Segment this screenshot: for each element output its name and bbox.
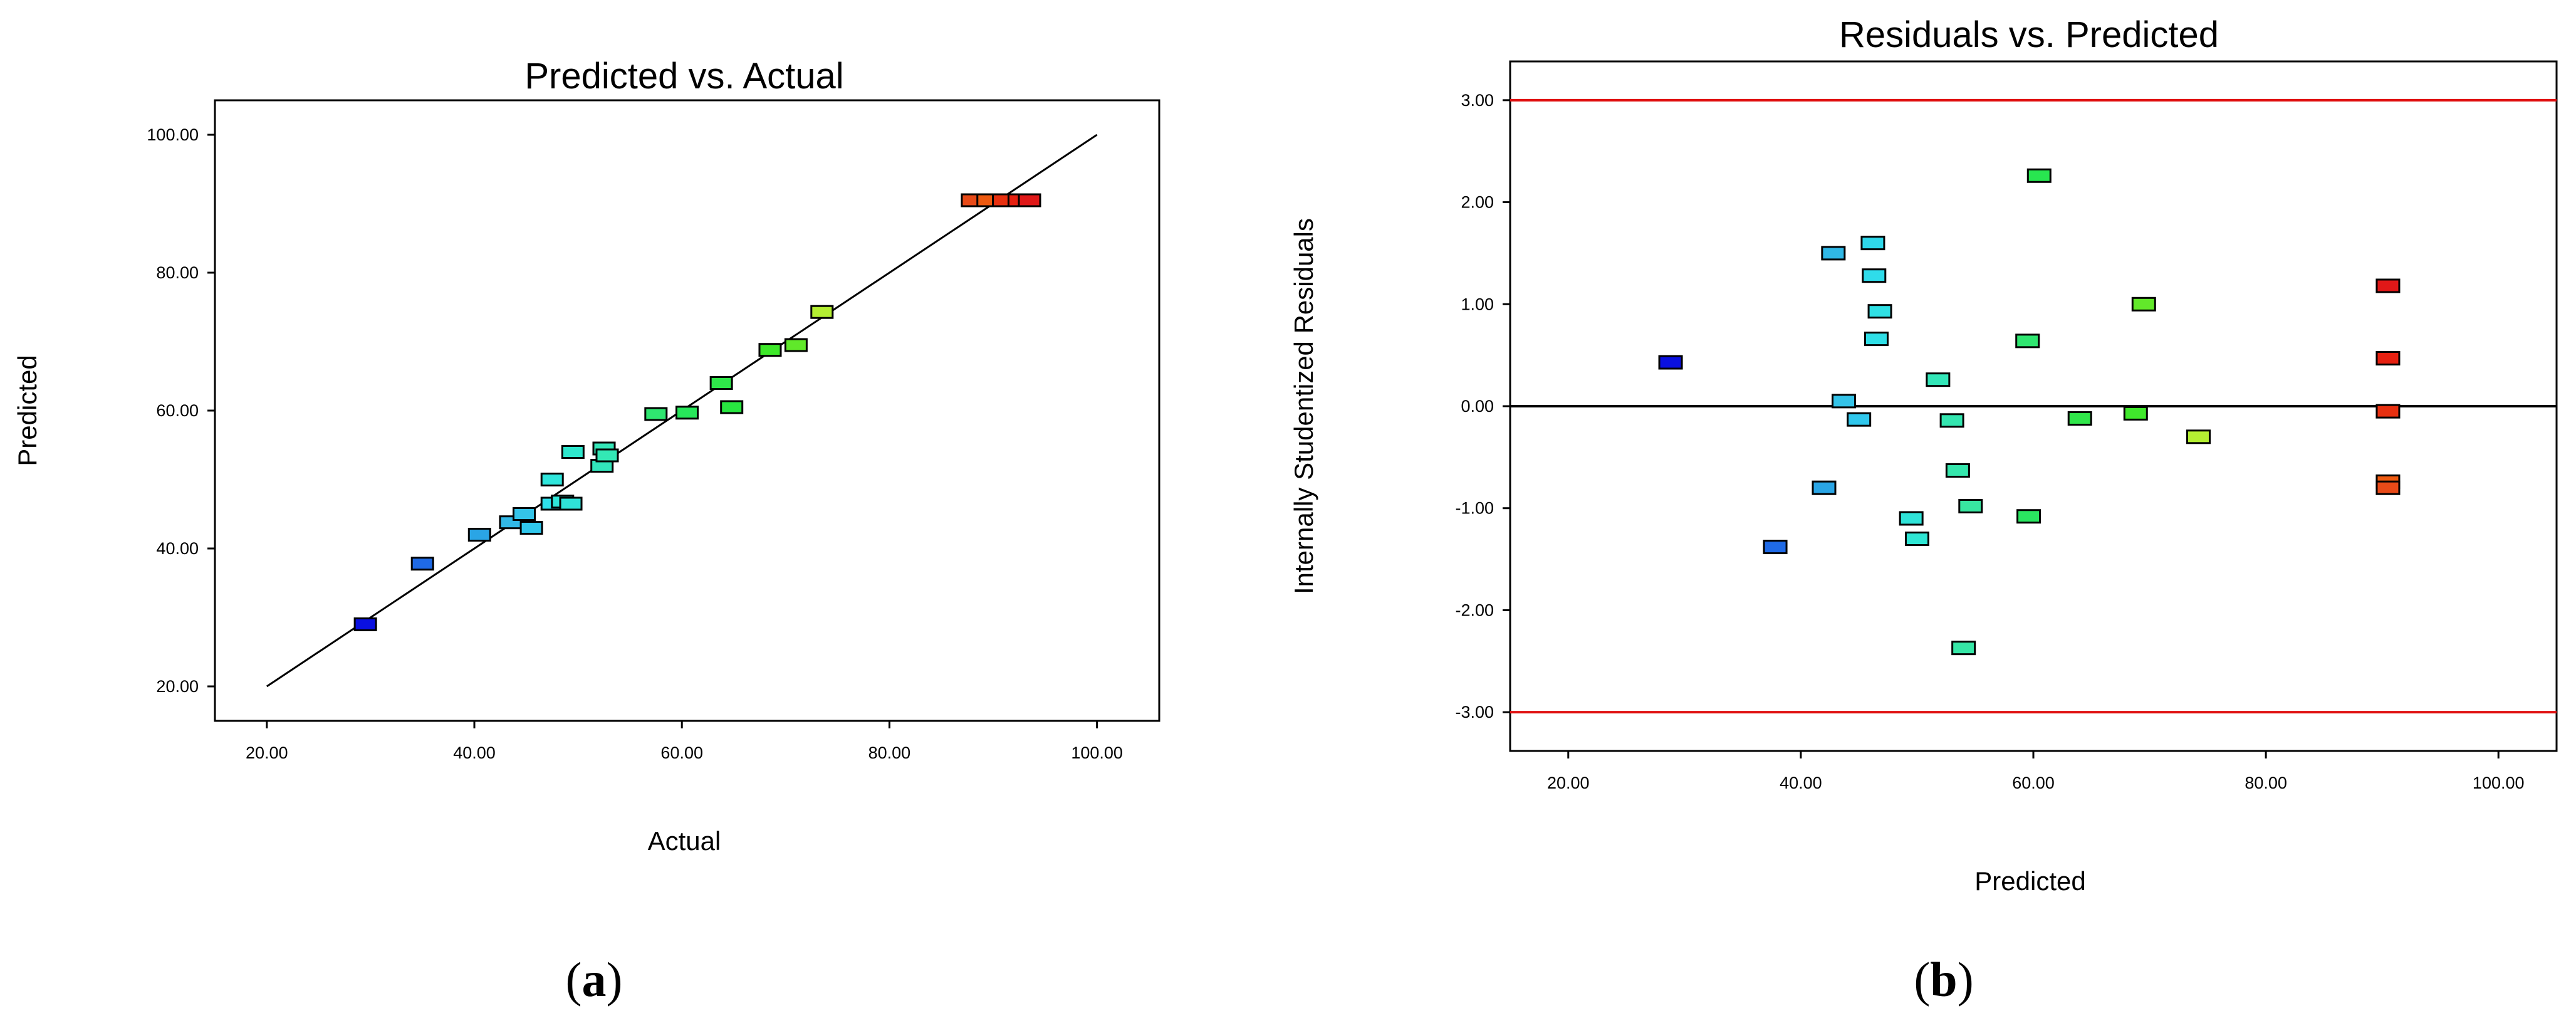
chart-b-y-axis-label: Internally Studentized Residuals — [1289, 218, 1318, 594]
chart-a-x-tick-label: 100.00 — [1071, 743, 1123, 762]
chart-b-x-axis-label: Predicted — [1974, 866, 2085, 896]
chart-b-data-point — [1812, 480, 1837, 495]
chart-a-data-point — [410, 557, 434, 571]
chart-a-x-tick-label: 20.00 — [246, 743, 288, 762]
predicted-vs-actual-chart: Predicted vs. Actual 20.00 40.00 60.00 80.0… — [13, 56, 1160, 1007]
chart-b-x-tick-label: 80.00 — [2245, 774, 2287, 792]
chart-a-y-tick-label: 20.00 — [156, 677, 199, 696]
chart-b-data-point — [2067, 411, 2092, 426]
chart-b-x-tick-label: 40.00 — [1780, 774, 1822, 792]
chart-a-y-axis-label: Predicted — [13, 355, 42, 466]
chart-b-data-point — [2375, 351, 2401, 366]
chart-a-points — [353, 193, 1041, 631]
chart-b-data-point — [1904, 532, 1929, 547]
panel-label-b: (b) — [1914, 952, 1973, 1007]
chart-b-y-tick-label: 2.00 — [1461, 193, 1494, 212]
chart-b-data-point — [1847, 412, 1872, 427]
chart-a-data-point — [513, 507, 536, 521]
chart-b-x-tick-label: 100.00 — [2473, 774, 2525, 792]
chart-b-data-point — [1951, 641, 1976, 656]
chart-a-data-point — [559, 496, 583, 511]
chart-a-data-point — [519, 521, 543, 535]
chart-b-data-point — [1763, 540, 1788, 555]
chart-b-data-point — [1658, 355, 1683, 370]
chart-a-ticks: 20.00 40.00 60.00 80.00 100.00 20.00 40.00 60.0… — [147, 125, 1123, 762]
chart-a-data-point — [758, 343, 782, 357]
chart-b-data-point — [2131, 296, 2156, 312]
panel-label-a: (a) — [566, 952, 623, 1007]
chart-b-data-point — [2375, 404, 2401, 419]
chart-b-data-point — [2015, 333, 2040, 349]
chart-b-data-point — [1864, 332, 1889, 347]
chart-b-data-point — [2026, 168, 2052, 183]
chart-b-data-point — [2375, 480, 2401, 495]
chart-b-data-point — [2186, 429, 2211, 444]
chart-a-y-tick-label: 40.00 — [156, 539, 199, 558]
chart-b-data-point — [1899, 511, 1924, 526]
chart-b-data-point — [2016, 509, 2042, 524]
chart-a-data-point — [1018, 193, 1041, 207]
chart-b-data-point — [2123, 406, 2148, 421]
chart-b-data-point — [1958, 498, 1983, 513]
chart-b-y-tick-label: -1.00 — [1455, 499, 1494, 518]
chart-b-points — [1658, 168, 2401, 656]
chart-b-title: Residuals vs. Predicted — [1839, 14, 2219, 55]
chart-b-data-point — [1832, 394, 1857, 409]
chart-a-x-tick-label: 80.00 — [868, 743, 911, 762]
chart-a-y-tick-label: 100.00 — [147, 125, 199, 144]
residuals-vs-predicted-chart: Residuals vs. Predicted 20.00 40.00 60.00 8… — [1289, 14, 2558, 1007]
chart-a-data-point — [561, 445, 585, 459]
chart-b-y-tick-label: 3.00 — [1461, 91, 1494, 110]
chart-b-data-point — [1945, 463, 1970, 478]
chart-a-data-point — [810, 305, 834, 319]
chart-a-x-tick-label: 40.00 — [453, 743, 496, 762]
chart-b-x-tick-label: 20.00 — [1547, 774, 1590, 792]
chart-b-data-point — [1821, 246, 1846, 261]
chart-b-y-tick-label: -2.00 — [1455, 601, 1494, 619]
chart-a-data-point — [720, 400, 744, 414]
chart-a-data-point — [709, 376, 733, 390]
chart-b-data-point — [1939, 413, 1964, 428]
chart-a-x-tick-label: 60.00 — [660, 743, 703, 762]
chart-a-data-point — [784, 338, 808, 352]
chart-b-data-point — [1862, 268, 1887, 283]
chart-a-data-point — [540, 473, 564, 486]
chart-b-data-point — [1926, 372, 1951, 387]
chart-a-x-axis-label: Actual — [648, 826, 721, 856]
chart-a-y-tick-label: 80.00 — [156, 263, 199, 282]
chart-b-x-tick-label: 60.00 — [2012, 774, 2055, 792]
chart-a-data-point — [595, 448, 619, 463]
chart-b-y-tick-label: -3.00 — [1455, 703, 1494, 721]
chart-a-data-point — [353, 617, 377, 631]
chart-a-data-point — [644, 407, 668, 421]
chart-b-y-tick-label: 1.00 — [1461, 295, 1494, 313]
chart-b-data-point — [1867, 304, 1892, 319]
chart-a-y-tick-label: 60.00 — [156, 401, 199, 420]
chart-a-data-point — [467, 528, 491, 542]
chart-b-ticks: 20.00 40.00 60.00 80.00 100.00 3.00 2.00 1.00 0.… — [1455, 91, 2524, 792]
chart-b-data-point — [1860, 236, 1885, 251]
chart-b-data-point — [2375, 278, 2401, 293]
chart-a-title: Predicted vs. Actual — [524, 56, 843, 97]
chart-b-y-tick-label: 0.00 — [1461, 397, 1494, 416]
chart-a-data-point — [675, 406, 699, 420]
